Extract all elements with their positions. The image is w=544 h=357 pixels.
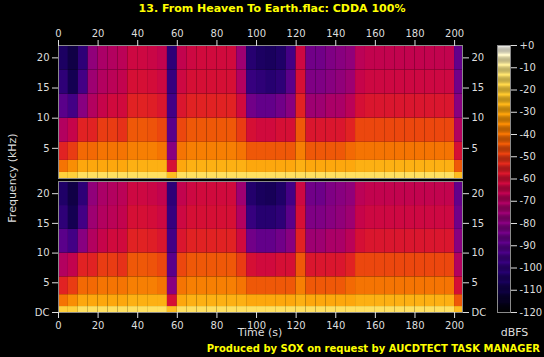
svg-text:100: 100	[247, 28, 266, 39]
svg-text:0: 0	[55, 320, 61, 331]
svg-text:DC: DC	[472, 307, 487, 318]
svg-text:200: 200	[445, 28, 464, 39]
svg-text:-60: -60	[520, 173, 536, 184]
svg-text:120: 120	[287, 320, 306, 331]
svg-text:10: 10	[37, 112, 50, 123]
svg-text:-80: -80	[520, 218, 536, 229]
svg-text:5: 5	[472, 277, 478, 288]
svg-text:40: 40	[131, 320, 144, 331]
svg-text:5: 5	[43, 143, 49, 154]
svg-text:+0: +0	[520, 40, 535, 51]
svg-text:DC: DC	[35, 307, 50, 318]
svg-text:180: 180	[405, 320, 424, 331]
svg-text:15: 15	[472, 218, 485, 229]
svg-text:160: 160	[366, 28, 385, 39]
svg-text:-110: -110	[520, 284, 543, 295]
svg-text:15: 15	[37, 82, 50, 93]
svg-text:15: 15	[37, 218, 50, 229]
svg-text:-20: -20	[520, 84, 536, 95]
svg-text:10: 10	[37, 247, 50, 258]
svg-text:20: 20	[37, 52, 50, 63]
svg-text:40: 40	[131, 28, 144, 39]
svg-text:-30: -30	[520, 106, 536, 117]
svg-text:5: 5	[43, 277, 49, 288]
svg-text:120: 120	[287, 28, 306, 39]
svg-text:-10: -10	[520, 62, 536, 73]
svg-text:160: 160	[366, 320, 385, 331]
svg-text:80: 80	[211, 320, 224, 331]
svg-text:-50: -50	[520, 151, 536, 162]
svg-text:20: 20	[92, 28, 105, 39]
svg-text:-70: -70	[520, 195, 536, 206]
svg-text:200: 200	[445, 320, 464, 331]
svg-text:80: 80	[211, 28, 224, 39]
svg-text:60: 60	[171, 28, 184, 39]
svg-text:0: 0	[55, 28, 61, 39]
svg-text:140: 140	[326, 320, 345, 331]
svg-text:20: 20	[472, 52, 485, 63]
svg-text:5: 5	[472, 143, 478, 154]
svg-text:-100: -100	[520, 262, 543, 273]
svg-text:10: 10	[472, 112, 485, 123]
svg-text:180: 180	[405, 28, 424, 39]
svg-text:140: 140	[326, 28, 345, 39]
svg-text:-90: -90	[520, 240, 536, 251]
svg-text:-40: -40	[520, 129, 536, 140]
svg-text:-120: -120	[520, 307, 543, 318]
svg-text:15: 15	[472, 82, 485, 93]
svg-text:20: 20	[472, 188, 485, 199]
svg-text:60: 60	[171, 320, 184, 331]
svg-text:20: 20	[37, 188, 50, 199]
svg-text:20: 20	[92, 320, 105, 331]
svg-text:10: 10	[472, 247, 485, 258]
